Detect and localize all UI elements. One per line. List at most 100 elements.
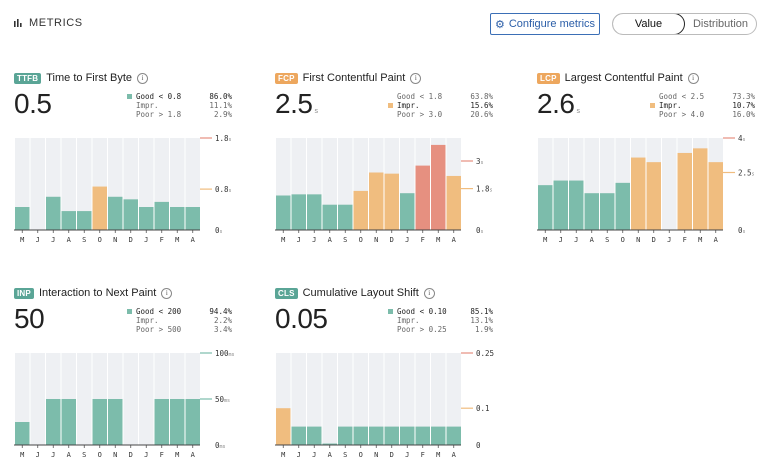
x-tick-label: M <box>175 451 179 459</box>
bar[interactable] <box>369 172 384 231</box>
x-tick-label: F <box>421 236 425 244</box>
info-icon[interactable]: i <box>161 287 173 299</box>
metric-name: Interaction to Next Paint <box>38 287 157 299</box>
bar[interactable] <box>646 162 662 230</box>
bar[interactable] <box>170 399 185 445</box>
info-icon[interactable]: i <box>410 72 422 84</box>
info-icon[interactable]: i <box>687 72 699 84</box>
x-tick-label: J <box>297 451 301 459</box>
bar[interactable] <box>415 426 431 445</box>
metric-value: 2.6 s <box>537 88 580 120</box>
bar[interactable] <box>538 185 553 230</box>
x-tick-label: F <box>683 236 687 244</box>
bar[interactable] <box>446 175 462 230</box>
bar[interactable] <box>384 426 400 445</box>
bar[interactable] <box>61 211 77 230</box>
bar-chart-svg: M J J A S O N D J F M A 4s 2.5s 0s <box>537 134 755 244</box>
metric-value: 0.5 <box>14 88 53 120</box>
bar[interactable] <box>338 204 353 230</box>
x-tick-label: F <box>421 451 425 459</box>
bar[interactable] <box>108 399 123 445</box>
month-band <box>30 353 45 445</box>
x-tick-label: A <box>452 236 457 244</box>
bar[interactable] <box>276 195 291 231</box>
configure-metrics-button[interactable]: ⚙ Configure metrics <box>490 13 600 35</box>
x-tick-label: O <box>359 236 363 244</box>
metric-chart: M J J A S O N D J F M A 3s 1.8s 0s <box>275 132 507 261</box>
bar[interactable] <box>77 211 92 230</box>
bar[interactable] <box>353 190 369 230</box>
bar[interactable] <box>291 426 307 445</box>
bar[interactable] <box>61 399 77 445</box>
month-band <box>446 353 461 445</box>
bar-chart-icon <box>14 19 22 27</box>
month-band <box>322 353 337 445</box>
legend-swatch <box>650 103 655 108</box>
info-icon[interactable]: i <box>423 287 435 299</box>
bar[interactable] <box>400 426 415 445</box>
bar[interactable] <box>185 207 201 230</box>
x-tick-label: M <box>281 236 285 244</box>
x-tick-label: M <box>543 236 547 244</box>
bar[interactable] <box>693 148 708 230</box>
toggle-distribution[interactable]: Distribution <box>692 18 749 30</box>
x-tick-label: A <box>328 451 333 459</box>
y-tick-label: 1.8s <box>215 134 232 143</box>
metric-badge: FCP <box>275 72 298 84</box>
bar[interactable] <box>584 193 600 230</box>
bar[interactable] <box>46 399 61 445</box>
metric-chart: M J J A S O N D J F M A 1.8s 0.8s 0s <box>14 132 246 261</box>
x-tick-label: A <box>328 236 333 244</box>
y-tick-label: 3s <box>476 157 484 166</box>
bar[interactable] <box>338 426 353 445</box>
bar[interactable] <box>92 399 108 445</box>
bar[interactable] <box>600 193 615 230</box>
bar[interactable] <box>322 443 338 445</box>
bar[interactable] <box>46 196 61 230</box>
metric-value-number: 2.5 <box>275 88 313 119</box>
bar[interactable] <box>15 207 30 230</box>
bar[interactable] <box>139 207 154 230</box>
bar[interactable] <box>384 173 400 230</box>
x-tick-label: D <box>129 236 133 244</box>
bar[interactable] <box>677 152 693 230</box>
bar[interactable] <box>553 180 569 230</box>
bar[interactable] <box>307 194 322 230</box>
bar[interactable] <box>631 157 646 230</box>
metric-badge: TTFB <box>14 72 42 84</box>
bar-chart-svg: M J J A S O N D J F M A 100ms 50ms 0ms <box>14 349 235 459</box>
month-band <box>415 353 430 445</box>
bar[interactable] <box>276 408 291 445</box>
bar[interactable] <box>108 196 123 230</box>
bar[interactable] <box>569 180 584 230</box>
bar[interactable] <box>400 193 415 230</box>
bar[interactable] <box>431 144 446 230</box>
distribution-row: Poor > 0.25 1.9% <box>397 325 493 334</box>
view-toggle: Value Distribution <box>612 13 757 35</box>
bar[interactable] <box>92 186 108 230</box>
bar[interactable] <box>431 426 446 445</box>
info-icon[interactable]: i <box>137 72 149 84</box>
toggle-value[interactable]: Value <box>613 14 685 34</box>
bar[interactable] <box>708 162 724 230</box>
metric-card: LCP Largest Contentful Paint i 2.6 s Good… <box>537 72 768 268</box>
bar[interactable] <box>353 426 369 445</box>
bar[interactable] <box>615 182 631 230</box>
distribution-pct: 20.6% <box>470 110 493 119</box>
bar[interactable] <box>322 204 338 230</box>
bar[interactable] <box>369 426 384 445</box>
distribution-row: Poor > 1.8 2.9% <box>136 110 232 119</box>
bar[interactable] <box>154 201 170 230</box>
bar[interactable] <box>446 426 462 445</box>
bar[interactable] <box>291 194 307 230</box>
bar[interactable] <box>307 426 322 445</box>
distribution-label: Poor > 0.25 <box>397 325 447 334</box>
bar[interactable] <box>123 199 139 230</box>
distribution-pct: 86.0% <box>209 92 232 101</box>
bar[interactable] <box>415 165 431 230</box>
bar[interactable] <box>170 207 185 230</box>
bar[interactable] <box>154 399 170 445</box>
bar[interactable] <box>15 422 30 445</box>
month-band <box>307 353 322 445</box>
bar[interactable] <box>185 399 201 445</box>
